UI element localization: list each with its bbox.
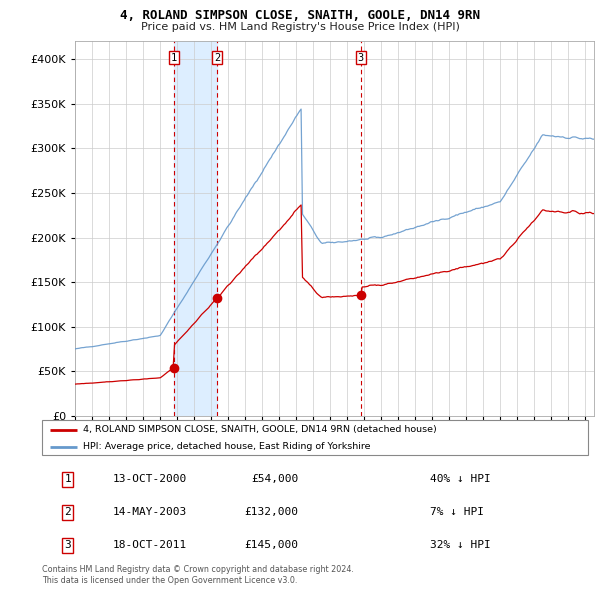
Text: 32% ↓ HPI: 32% ↓ HPI	[430, 540, 490, 550]
Text: 1: 1	[170, 53, 176, 63]
Text: 4, ROLAND SIMPSON CLOSE, SNAITH, GOOLE, DN14 9RN: 4, ROLAND SIMPSON CLOSE, SNAITH, GOOLE, …	[120, 9, 480, 22]
Text: 13-OCT-2000: 13-OCT-2000	[113, 474, 187, 484]
Text: 3: 3	[64, 540, 71, 550]
Text: 40% ↓ HPI: 40% ↓ HPI	[430, 474, 490, 484]
Text: £132,000: £132,000	[245, 507, 299, 517]
Text: 4, ROLAND SIMPSON CLOSE, SNAITH, GOOLE, DN14 9RN (detached house): 4, ROLAND SIMPSON CLOSE, SNAITH, GOOLE, …	[83, 425, 437, 434]
Text: HPI: Average price, detached house, East Riding of Yorkshire: HPI: Average price, detached house, East…	[83, 442, 370, 451]
Text: 7% ↓ HPI: 7% ↓ HPI	[430, 507, 484, 517]
Text: 2: 2	[64, 507, 71, 517]
Text: Price paid vs. HM Land Registry's House Price Index (HPI): Price paid vs. HM Land Registry's House …	[140, 22, 460, 32]
Text: 2: 2	[214, 53, 221, 63]
Text: 3: 3	[358, 53, 364, 63]
Text: 18-OCT-2011: 18-OCT-2011	[113, 540, 187, 550]
Text: £54,000: £54,000	[251, 474, 299, 484]
Text: 1: 1	[64, 474, 71, 484]
Bar	[173, 41, 217, 416]
Text: £145,000: £145,000	[245, 540, 299, 550]
Text: 14-MAY-2003: 14-MAY-2003	[113, 507, 187, 517]
Text: Contains HM Land Registry data © Crown copyright and database right 2024.
This d: Contains HM Land Registry data © Crown c…	[42, 565, 354, 585]
